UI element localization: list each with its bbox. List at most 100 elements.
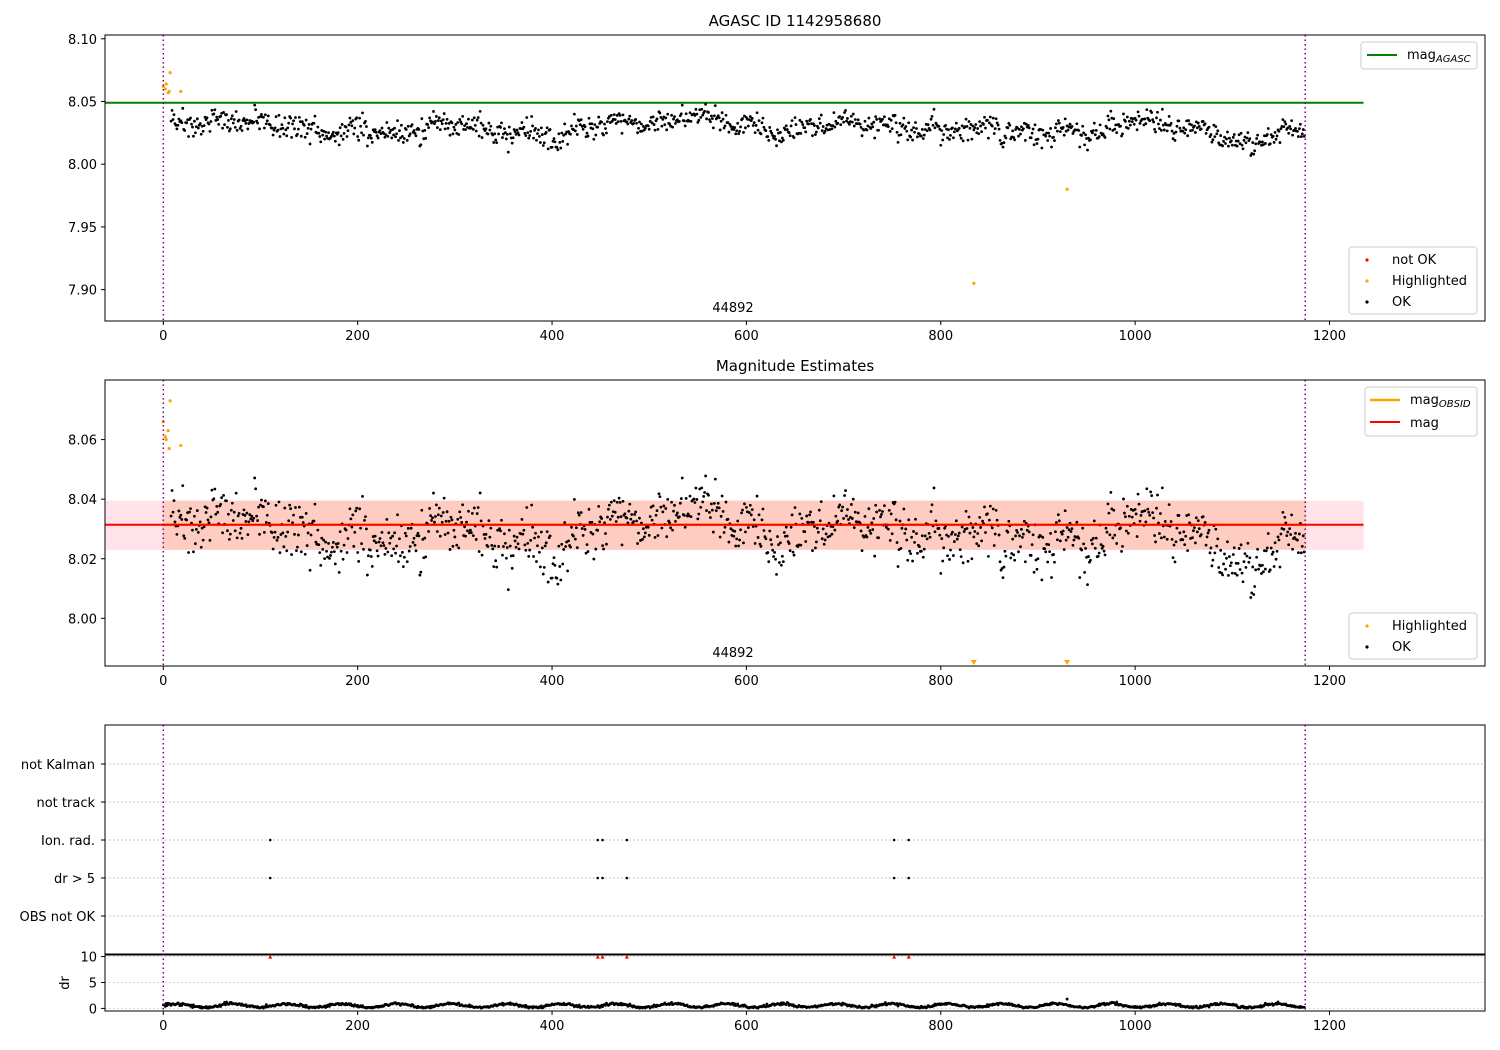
ok-point	[1282, 527, 1286, 531]
ok-point	[911, 138, 914, 142]
ok-point	[708, 511, 711, 514]
ok-point	[541, 144, 545, 147]
ok-point	[544, 131, 548, 134]
ok-point	[1157, 521, 1160, 525]
ok-point	[980, 539, 983, 543]
ok-point	[1183, 131, 1187, 135]
ok-point	[196, 531, 200, 534]
ok-point	[1013, 558, 1017, 562]
ok-point	[1154, 540, 1157, 544]
ok-point	[966, 138, 970, 142]
ok-point	[1278, 141, 1282, 144]
ok-point	[1075, 520, 1079, 524]
ok-point	[716, 501, 720, 505]
ok-point	[772, 555, 776, 558]
ok-point	[1121, 544, 1124, 548]
ok-point	[451, 544, 455, 548]
ok-point	[231, 519, 235, 522]
ok-point	[574, 124, 578, 128]
ok-point	[1192, 529, 1195, 533]
ok-point	[870, 521, 874, 525]
ok-point	[1159, 118, 1162, 122]
ok-point	[970, 557, 974, 561]
ok-point	[608, 121, 612, 124]
ok-point	[773, 135, 776, 138]
ok-point	[931, 123, 935, 127]
x-tick-label: 400	[540, 1019, 565, 1034]
ok-point	[384, 133, 388, 137]
ok-point	[305, 132, 309, 135]
ok-point	[665, 535, 669, 539]
ok-point	[954, 121, 958, 125]
ok-point	[448, 133, 452, 137]
ok-point	[1171, 556, 1175, 560]
ok-point	[707, 110, 710, 114]
ok-point	[1207, 528, 1211, 532]
ok-point	[830, 532, 834, 536]
ok-point	[692, 497, 696, 501]
ok-point	[337, 143, 341, 147]
ok-point	[495, 141, 499, 145]
ok-point	[262, 505, 265, 509]
ok-point	[1075, 122, 1079, 126]
ok-point	[389, 536, 393, 540]
ok-point	[1066, 535, 1070, 539]
ok-point	[993, 532, 997, 536]
ok-point	[759, 544, 763, 548]
ok-point	[461, 114, 465, 118]
ok-point	[978, 120, 982, 124]
ok-point	[1302, 134, 1306, 138]
ok-point	[1156, 493, 1159, 497]
ok-point	[503, 541, 507, 545]
ok-point	[970, 137, 974, 141]
ok-point	[757, 513, 761, 517]
ok-point	[441, 511, 445, 514]
ok-point	[1231, 553, 1235, 556]
ok-point	[570, 525, 573, 529]
ok-point	[1252, 593, 1256, 596]
ok-point	[239, 124, 243, 128]
ok-point	[514, 132, 518, 136]
ok-point	[463, 124, 466, 128]
ok-point	[1230, 571, 1234, 575]
ok-point	[169, 514, 173, 518]
panel-magnitude-annotation: 44892	[712, 646, 753, 661]
ok-point	[1087, 136, 1090, 140]
highlighted-point	[163, 435, 167, 439]
ok-point	[1130, 515, 1134, 519]
ok-point	[479, 519, 483, 523]
ok-point	[697, 118, 701, 122]
ok-point	[894, 121, 898, 125]
ok-point	[923, 534, 927, 538]
ok-point	[1266, 127, 1270, 130]
ok-point	[1245, 136, 1249, 140]
ok-point	[442, 496, 446, 500]
ok-point	[895, 541, 899, 544]
ok-point	[489, 124, 493, 128]
ok-point	[588, 122, 592, 126]
ok-point	[1147, 510, 1151, 514]
ok-point	[921, 555, 925, 559]
ok-point	[192, 550, 195, 554]
ok-point	[1282, 125, 1286, 129]
ok-point	[506, 150, 510, 154]
ok-point	[412, 536, 416, 540]
ok-point	[502, 545, 505, 548]
ok-point	[202, 525, 206, 529]
ok-point	[991, 116, 995, 120]
ok-point	[477, 550, 481, 553]
ok-point	[1091, 536, 1095, 540]
ok-point	[666, 112, 670, 116]
dr-point	[457, 1001, 461, 1005]
dr-point	[264, 1003, 268, 1007]
ok-point	[966, 559, 970, 563]
ok-point	[1108, 533, 1112, 537]
ok-point	[736, 519, 740, 523]
ok-point	[1212, 123, 1216, 127]
ok-point	[424, 555, 428, 559]
ok-point	[362, 547, 365, 551]
ok-point	[572, 497, 576, 501]
dr-point	[1302, 1005, 1306, 1009]
ok-point	[1019, 132, 1022, 136]
ok-point	[968, 531, 972, 535]
